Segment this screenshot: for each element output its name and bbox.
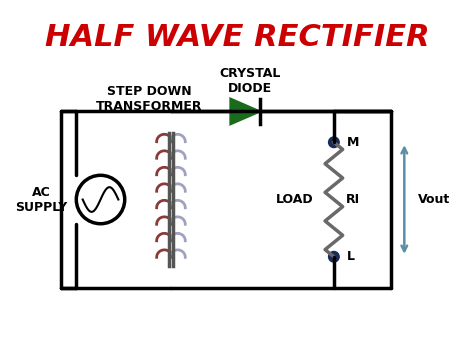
Text: M: M [347, 136, 359, 149]
Text: STEP DOWN
TRANSFORMER: STEP DOWN TRANSFORMER [96, 85, 202, 113]
Text: RI: RI [346, 193, 360, 206]
Circle shape [328, 137, 339, 148]
Polygon shape [230, 99, 260, 124]
Text: AC
SUPPLY: AC SUPPLY [15, 186, 67, 213]
Circle shape [328, 251, 339, 262]
Text: LOAD: LOAD [275, 193, 313, 206]
Text: CRYSTAL
DIODE: CRYSTAL DIODE [219, 67, 281, 95]
Text: HALF WAVE RECTIFIER: HALF WAVE RECTIFIER [45, 23, 429, 53]
Text: Vout: Vout [418, 193, 450, 206]
Text: L: L [347, 250, 355, 263]
